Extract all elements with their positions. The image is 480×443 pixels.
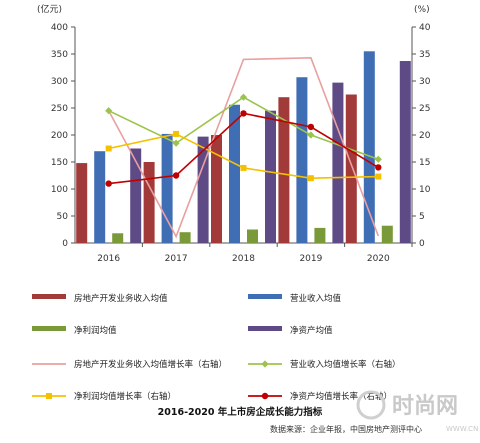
data-point-circle [307, 123, 315, 131]
axes: 0 50 100 150 200 250 300 350 400 0 5 10 15 20 25 30 35 40… [37, 3, 431, 264]
legend-label: 净利润均值 [74, 325, 117, 336]
bar [130, 148, 142, 243]
bar [363, 51, 375, 243]
data-source: 数据来源：企业年报，中国房地产测评中心 [270, 424, 422, 434]
y-right-tick-label: 15 [419, 158, 430, 168]
y-left-unit-label: (亿元) [37, 3, 62, 15]
bar [211, 135, 222, 243]
legend-label: 营业收入均值 [290, 293, 342, 304]
data-point-square [375, 173, 382, 180]
legend-label: 房地产开发业务收入均值增长率（右轴） [74, 359, 227, 370]
data-point-circle [172, 172, 180, 179]
y-right-tick-label: 0 [419, 239, 425, 249]
legend-label: 净资产均值增长率（右轴） [290, 391, 392, 402]
data-point-square [105, 145, 112, 152]
y-right-tick-label: 40 [419, 23, 431, 33]
y-left-tick-label: 200 [51, 131, 68, 141]
lines [105, 56, 382, 239]
y-left-tick-label: 0 [62, 239, 68, 249]
watermark-text: 时尚网 [392, 394, 458, 419]
bar [197, 136, 209, 243]
watermark-domain: WWW.CN [446, 425, 478, 433]
y-left-tick-label: 100 [51, 185, 68, 195]
legend-label: 净利润均值增长率（右轴） [74, 391, 176, 402]
data-point-square [173, 130, 180, 137]
legend-swatch [32, 326, 66, 331]
x-tick-label: 2016 [97, 254, 120, 264]
bars [76, 51, 411, 244]
bar [345, 94, 357, 243]
chart-title: 2016-2020 年上市房企成长能力指标 [158, 406, 323, 418]
x-tick-label: 2018 [232, 254, 255, 264]
x-tick-label: 2019 [299, 254, 322, 264]
data-point-diamond [239, 93, 248, 101]
y-right-unit-label: (%) [414, 5, 430, 15]
bar [381, 225, 393, 243]
legend-label: 营业收入均值增长率（右轴） [290, 359, 401, 370]
bar [179, 232, 191, 243]
y-right-tick-label: 30 [419, 77, 431, 87]
bar [314, 227, 326, 243]
bar [143, 162, 155, 243]
data-point-diamond [261, 360, 269, 368]
watermark: 时尚网 WWW.CN [356, 390, 478, 433]
data-point-circle [261, 392, 269, 400]
data-point-diamond [172, 139, 180, 147]
bar [399, 61, 411, 243]
x-tick-label: 2017 [165, 254, 188, 264]
bar [112, 233, 124, 243]
y-left-tick-label: 150 [51, 158, 68, 168]
data-point-circle [105, 180, 112, 187]
bar [229, 104, 240, 243]
data-point-diamond [307, 131, 315, 139]
bar [76, 163, 88, 243]
legend-label: 净资产均值 [290, 325, 333, 336]
y-left-tick-label: 300 [51, 77, 68, 87]
legend-swatch [248, 326, 282, 331]
x-tick-label: 2020 [367, 254, 390, 264]
y-left-tick-label: 400 [51, 23, 68, 33]
y-left-tick-label: 50 [57, 212, 69, 222]
bar [278, 97, 290, 243]
legend-swatch [32, 294, 66, 299]
series-line [107, 56, 380, 239]
bar [94, 151, 106, 243]
bar [332, 82, 344, 244]
legend-swatch [248, 294, 282, 299]
y-right-tick-label: 10 [419, 185, 431, 195]
data-point-square [46, 393, 52, 399]
data-point-square [307, 175, 314, 182]
legend-label: 房地产开发业务收入均值 [74, 293, 168, 304]
y-left-tick-label: 350 [51, 50, 68, 60]
y-left-tick-label: 250 [51, 104, 68, 114]
bar [265, 110, 276, 243]
y-right-tick-label: 35 [419, 50, 430, 60]
data-point-diamond [105, 107, 113, 115]
bar [296, 77, 308, 243]
bar [161, 133, 173, 243]
data-point-circle [240, 110, 247, 117]
y-right-tick-label: 5 [419, 212, 425, 222]
data-point-diamond [374, 155, 382, 163]
y-right-tick-label: 25 [419, 104, 430, 114]
watermark-logo-icon [356, 390, 386, 420]
data-point-square [240, 164, 247, 171]
bar [247, 229, 258, 243]
y-right-tick-label: 20 [419, 131, 431, 141]
data-point-circle [375, 164, 382, 171]
